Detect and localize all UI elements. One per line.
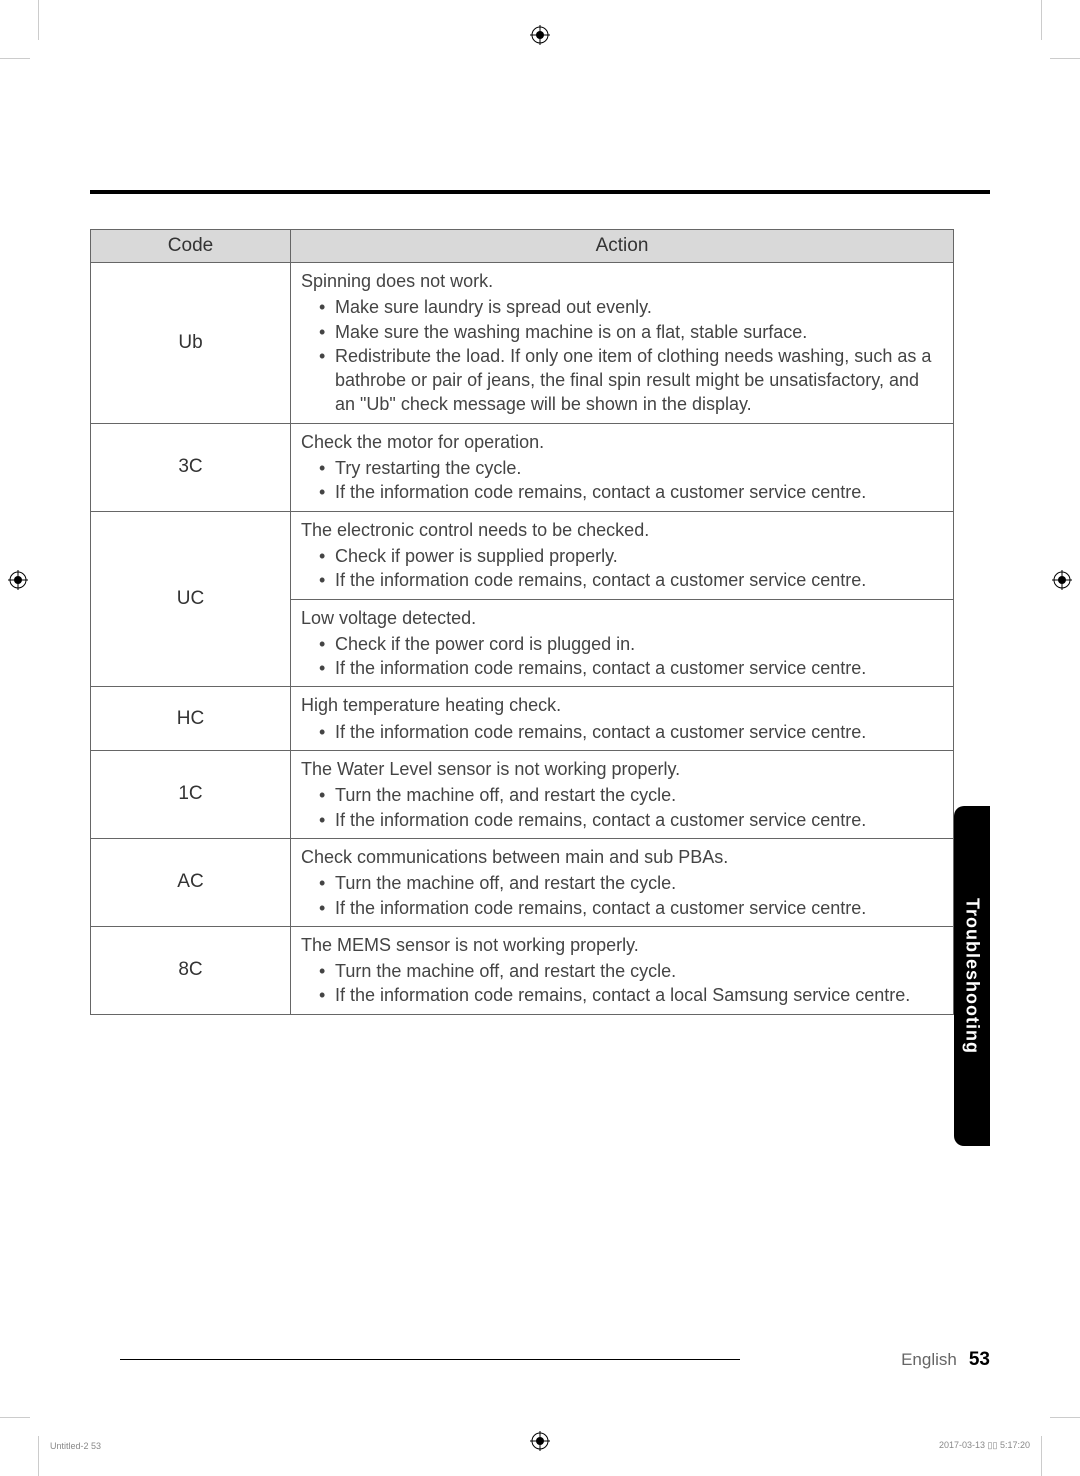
code-cell: 1C bbox=[91, 751, 291, 839]
action-bullet-list: Try restarting the cycle.If the informat… bbox=[301, 456, 943, 505]
code-cell: UC bbox=[91, 511, 291, 687]
action-header-text: The electronic control needs to be check… bbox=[301, 518, 943, 542]
action-bullet: Turn the machine off, and restart the cy… bbox=[319, 871, 943, 895]
action-cell: Low voltage detected.Check if the power … bbox=[291, 599, 954, 687]
table-row: 8CThe MEMS sensor is not working properl… bbox=[91, 926, 954, 1014]
action-cell: Spinning does not work.Make sure laundry… bbox=[291, 263, 954, 424]
crop-mark bbox=[38, 1436, 39, 1476]
action-bullet: If the information code remains, contact… bbox=[319, 983, 943, 1007]
action-cell: High temperature heating check. If the in… bbox=[291, 687, 954, 751]
table-header-code: Code bbox=[91, 230, 291, 263]
action-bullet-list: Turn the machine off, and restart the cy… bbox=[301, 783, 943, 832]
crop-mark bbox=[0, 58, 30, 59]
page-footer: English 53 bbox=[901, 1349, 990, 1371]
action-bullet-list: Make sure laundry is spread out evenly.M… bbox=[301, 295, 943, 416]
action-header-text: The Water Level sensor is not working pr… bbox=[301, 757, 943, 781]
section-divider bbox=[90, 190, 990, 194]
crop-mark bbox=[1041, 1436, 1042, 1476]
print-info-left: Untitled-2 53 bbox=[50, 1441, 101, 1451]
action-cell: The Water Level sensor is not working pr… bbox=[291, 751, 954, 839]
table-row: 1C The Water Level sensor is not working … bbox=[91, 751, 954, 839]
troubleshooting-table: Code Action UbSpinning does not work.Mak… bbox=[90, 229, 954, 1015]
section-tab-label: Troubleshooting bbox=[962, 898, 983, 1054]
footer-language: English bbox=[901, 1350, 957, 1370]
code-cell: Ub bbox=[91, 263, 291, 424]
action-bullet: If the information code remains, contact… bbox=[319, 480, 943, 504]
action-bullet-list: Check if the power cord is plugged in.If… bbox=[301, 632, 943, 681]
footer-rule bbox=[120, 1359, 740, 1360]
crop-mark bbox=[1050, 1417, 1080, 1418]
action-cell: The electronic control needs to be check… bbox=[291, 511, 954, 599]
action-bullet: Make sure laundry is spread out evenly. bbox=[319, 295, 943, 319]
crop-mark bbox=[0, 1417, 30, 1418]
table-row: HC High temperature heating check. If the … bbox=[91, 687, 954, 751]
action-bullet: If the information code remains, contact… bbox=[319, 896, 943, 920]
action-bullet-list: Check if power is supplied properly.If t… bbox=[301, 544, 943, 593]
print-info-right: 2017-03-13 ▯▯ 5:17:20 bbox=[939, 1440, 1030, 1451]
action-header-text: Spinning does not work. bbox=[301, 269, 943, 293]
action-header-text: Check communications between main and su… bbox=[301, 845, 943, 869]
action-cell: The MEMS sensor is not working properly.… bbox=[291, 926, 954, 1014]
table-row: UCThe electronic control needs to be che… bbox=[91, 511, 954, 599]
action-bullet: Check if power is supplied properly. bbox=[319, 544, 943, 568]
action-bullet: Turn the machine off, and restart the cy… bbox=[319, 783, 943, 807]
table-row: AC Check communications between main and … bbox=[91, 838, 954, 926]
registration-mark-icon bbox=[530, 1431, 550, 1451]
code-cell: 3C bbox=[91, 423, 291, 511]
action-bullet: Make sure the washing machine is on a fl… bbox=[319, 320, 943, 344]
action-bullet: Turn the machine off, and restart the cy… bbox=[319, 959, 943, 983]
section-tab: Troubleshooting bbox=[954, 806, 990, 1146]
action-cell: Check the motor for operation.Try restar… bbox=[291, 423, 954, 511]
action-bullet: Redistribute the load. If only one item … bbox=[319, 344, 943, 417]
table-header-action: Action bbox=[291, 230, 954, 263]
action-header-text: High temperature heating check. bbox=[301, 693, 943, 717]
table-row: UbSpinning does not work.Make sure laund… bbox=[91, 263, 954, 424]
crop-mark bbox=[1050, 58, 1080, 59]
footer-page-number: 53 bbox=[969, 1349, 990, 1371]
action-bullet: If the information code remains, contact… bbox=[319, 568, 943, 592]
crop-mark bbox=[38, 0, 39, 40]
code-cell: AC bbox=[91, 838, 291, 926]
action-bullet: Check if the power cord is plugged in. bbox=[319, 632, 943, 656]
action-bullet: If the information code remains, contact… bbox=[319, 656, 943, 680]
registration-mark-icon bbox=[8, 570, 28, 590]
registration-mark-icon bbox=[1052, 570, 1072, 590]
action-header-text: Check the motor for operation. bbox=[301, 430, 943, 454]
action-bullet-list: Turn the machine off, and restart the cy… bbox=[301, 871, 943, 920]
action-cell: Check communications between main and su… bbox=[291, 838, 954, 926]
registration-mark-icon bbox=[530, 25, 550, 45]
action-header-text: The MEMS sensor is not working properly. bbox=[301, 933, 943, 957]
table-row: 3CCheck the motor for operation.Try rest… bbox=[91, 423, 954, 511]
action-bullet: Try restarting the cycle. bbox=[319, 456, 943, 480]
action-header-text: Low voltage detected. bbox=[301, 606, 943, 630]
crop-mark bbox=[1041, 0, 1042, 40]
action-bullet-list: If the information code remains, contact… bbox=[301, 720, 943, 744]
action-bullet-list: Turn the machine off, and restart the cy… bbox=[301, 959, 943, 1008]
code-cell: HC bbox=[91, 687, 291, 751]
action-bullet: If the information code remains, contact… bbox=[319, 720, 943, 744]
code-cell: 8C bbox=[91, 926, 291, 1014]
action-bullet: If the information code remains, contact… bbox=[319, 808, 943, 832]
